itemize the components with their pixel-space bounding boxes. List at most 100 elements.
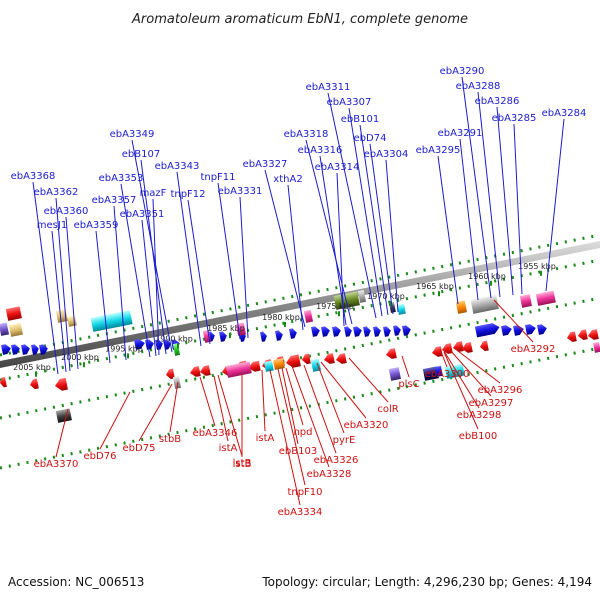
gene-feature bbox=[219, 331, 227, 342]
gene-feature bbox=[289, 328, 297, 339]
gene-feature bbox=[388, 367, 401, 381]
forward-gene-arrow bbox=[393, 325, 401, 336]
top-label-leader bbox=[477, 91, 501, 298]
bottom-gene-label: ebA3292 bbox=[511, 344, 556, 355]
top-label-leader bbox=[305, 139, 353, 325]
gene-feature bbox=[386, 348, 397, 359]
bottom-gene-label: npd bbox=[293, 427, 312, 438]
bottom-label-leader bbox=[169, 381, 179, 433]
gene-box bbox=[444, 363, 465, 379]
gene-feature bbox=[444, 363, 465, 379]
bottom-label-leader bbox=[199, 376, 216, 427]
bottom-label-leader bbox=[213, 375, 229, 442]
top-label-leader bbox=[239, 196, 249, 339]
top-gene-label: tnpF12 bbox=[170, 189, 205, 200]
top-label-leader bbox=[359, 124, 389, 316]
reverse-gene-arrow bbox=[480, 340, 489, 352]
bottom-label-leader bbox=[316, 362, 345, 434]
top-gene-label: ebA3304 bbox=[364, 149, 409, 160]
forward-gene-arrow bbox=[321, 326, 330, 337]
top-label-leader bbox=[140, 159, 167, 355]
forward-gene-arrow bbox=[525, 324, 536, 335]
gene-feature bbox=[357, 289, 367, 303]
top-gene-label: ebA3316 bbox=[298, 145, 343, 156]
forward-gene-arrow bbox=[373, 326, 381, 337]
reverse-gene-arrow bbox=[567, 331, 577, 343]
bottom-gene-label: ebA3334 bbox=[278, 507, 323, 518]
bottom-label-leader bbox=[443, 350, 480, 409]
gene-feature bbox=[383, 326, 391, 337]
outer-forward-rail bbox=[0, 233, 600, 357]
top-gene-label: ebA3359 bbox=[74, 220, 119, 231]
forward-gene-arrow bbox=[501, 325, 512, 336]
accession-text: Accession: NC_006513 bbox=[8, 575, 144, 589]
gene-feature bbox=[442, 343, 453, 354]
top-gene-label: ebA3362 bbox=[34, 187, 79, 198]
reverse-gene-arrow bbox=[0, 376, 7, 388]
gene-feature bbox=[55, 408, 72, 423]
top-gene-label: ebA3291 bbox=[438, 128, 483, 139]
gene-feature bbox=[200, 365, 211, 376]
gene-feature bbox=[302, 353, 311, 365]
top-gene-label: mazF bbox=[140, 188, 167, 199]
top-label-leader bbox=[459, 138, 479, 301]
gene-box bbox=[397, 303, 406, 315]
gene-feature bbox=[353, 326, 362, 337]
bottom-gene-label: tnpF10 bbox=[287, 487, 322, 498]
bottom-label-leader bbox=[401, 355, 410, 378]
forward-gene-arrow bbox=[363, 326, 371, 337]
bottom-gene-label: ebA3297 bbox=[469, 398, 514, 409]
top-gene-label: ebA3360 bbox=[44, 206, 89, 217]
ruler-tick-label: 1960 kbp bbox=[468, 272, 506, 281]
top-label-leader bbox=[217, 182, 241, 340]
bottom-label-leader bbox=[303, 364, 337, 454]
bottom-label-leader bbox=[138, 383, 173, 442]
bottom-label-leader bbox=[439, 348, 448, 368]
gene-feature bbox=[264, 360, 274, 372]
gene-feature bbox=[172, 375, 182, 389]
top-gene-label: ebA3318 bbox=[284, 129, 329, 140]
bottom-label-leader bbox=[55, 408, 69, 458]
gene-feature bbox=[134, 339, 145, 350]
gene-feature bbox=[67, 315, 77, 327]
gene-box bbox=[435, 365, 443, 377]
top-label-leader bbox=[113, 205, 127, 361]
top-gene-label: ebA3351 bbox=[120, 209, 165, 220]
top-label-leader bbox=[513, 123, 523, 295]
forward-gene-arrow bbox=[332, 326, 341, 337]
gene-feature bbox=[393, 325, 401, 336]
gene-feature bbox=[373, 326, 381, 337]
gene-box bbox=[333, 291, 360, 310]
top-gene-label: ebA3311 bbox=[306, 82, 351, 93]
gene-feature bbox=[275, 330, 283, 341]
forward-gene-arrow bbox=[11, 344, 20, 355]
top-label-leader bbox=[287, 184, 304, 331]
gene-feature bbox=[397, 303, 406, 315]
top-label-leader bbox=[385, 159, 399, 313]
gene-feature bbox=[8, 322, 23, 337]
gene-feature bbox=[519, 294, 532, 308]
gene-feature bbox=[422, 366, 439, 381]
map-title: Aromatoleum aromaticum EbN1, complete ge… bbox=[131, 12, 468, 27]
gene-feature bbox=[537, 324, 547, 335]
gene-box bbox=[455, 300, 468, 314]
gene-box bbox=[55, 408, 72, 423]
top-gene-label: ebA3357 bbox=[92, 195, 137, 206]
gene-feature bbox=[39, 344, 48, 355]
gene-feature bbox=[363, 326, 371, 337]
bottom-gene-label: ebA3298 bbox=[457, 410, 502, 421]
reverse-gene-arrow bbox=[336, 353, 347, 364]
bottom-label-leader bbox=[320, 361, 367, 419]
bottom-gene-label: istA bbox=[219, 443, 238, 454]
forward-gene-arrow bbox=[353, 326, 362, 337]
bottom-gene-label: ebA3296 bbox=[478, 385, 523, 396]
forward-gene-arrow bbox=[311, 326, 320, 337]
forward-gene-arrow bbox=[474, 323, 500, 338]
top-gene-label: xthA2 bbox=[273, 174, 302, 185]
top-gene-label: ebA3284 bbox=[542, 108, 587, 119]
bottom-label-leader bbox=[217, 374, 243, 457]
gene-feature bbox=[5, 306, 22, 321]
gene-box bbox=[90, 310, 133, 332]
